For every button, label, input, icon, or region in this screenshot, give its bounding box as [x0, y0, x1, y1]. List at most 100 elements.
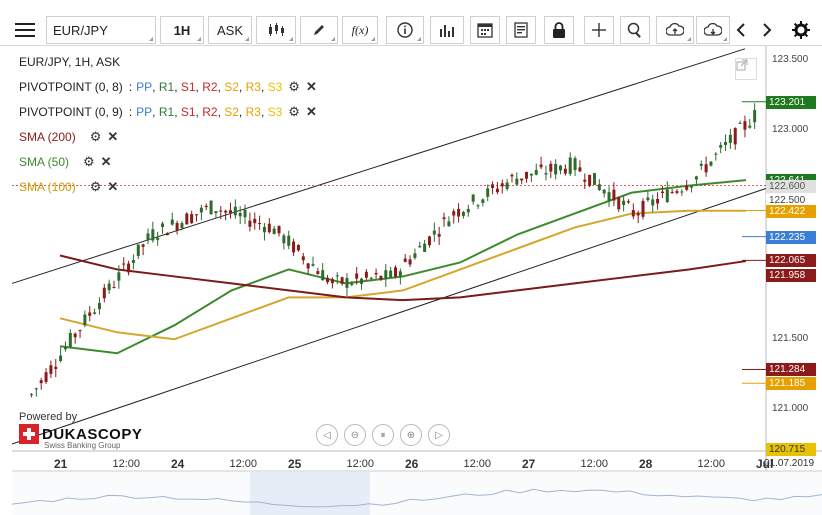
volume-button[interactable]	[430, 16, 464, 44]
legend-sma-200: SMA (200) ⚙ ✕	[19, 129, 118, 145]
candle-body	[296, 244, 300, 251]
candle-body	[136, 244, 140, 256]
menu-button[interactable]	[12, 18, 38, 42]
candle-body	[44, 372, 48, 382]
zoom-button[interactable]	[620, 16, 650, 44]
pivot-2-r1: R1	[158, 105, 175, 119]
candle-body	[442, 217, 446, 220]
candle-body	[107, 283, 111, 291]
crosshair-icon	[592, 23, 606, 37]
candle-body	[214, 211, 218, 214]
pivot-1-close-icon[interactable]: ✕	[305, 79, 317, 94]
scroll-forward-button[interactable]: ▷	[428, 424, 450, 446]
toolbar: EUR/JPY 1H ASK f(x)	[0, 0, 822, 46]
settings-button[interactable]	[788, 16, 814, 44]
candle-body	[73, 333, 77, 338]
template-button[interactable]	[506, 16, 536, 44]
lock-button[interactable]	[544, 16, 574, 44]
sma-200-close-icon[interactable]: ✕	[107, 129, 119, 144]
zoom-out-icon: ⊖	[350, 429, 360, 441]
pivot-1-settings-icon[interactable]: ⚙	[288, 79, 300, 94]
candle-body	[743, 121, 747, 130]
pivot-2-settings-icon[interactable]: ⚙	[288, 104, 300, 119]
candle-body	[665, 189, 669, 203]
pivot-2-close-icon[interactable]: ✕	[305, 104, 317, 119]
price-tick-label: 123.000	[772, 123, 809, 135]
candle-body	[49, 365, 53, 374]
candle-body	[403, 258, 407, 262]
candle-body	[311, 264, 315, 266]
scroll-back-button[interactable]: ◁	[316, 424, 338, 446]
candle-body	[573, 158, 577, 171]
calendar-button[interactable]	[470, 16, 500, 44]
candle-body	[267, 223, 271, 233]
candle-body	[656, 198, 660, 204]
bar-chart-icon	[440, 25, 454, 37]
candle-body	[287, 235, 291, 246]
info-button[interactable]	[386, 16, 424, 44]
candle-body	[510, 174, 514, 177]
pivot-1-r2: R2	[202, 80, 218, 94]
scroll-left-button[interactable]	[730, 16, 752, 44]
upload-button[interactable]	[656, 16, 694, 44]
calendar-icon	[477, 23, 493, 38]
zoom-in-button[interactable]: ⊕	[400, 424, 422, 446]
price-label: 121.185	[766, 377, 816, 391]
candle-body	[117, 272, 121, 281]
candle-body	[471, 194, 475, 202]
sma-100-close-icon[interactable]: ✕	[107, 179, 119, 194]
price-label: 123.201	[766, 95, 816, 109]
zoom-out-button[interactable]: ⊖	[344, 424, 366, 446]
side-label: ASK	[216, 22, 243, 38]
candle-body	[413, 253, 417, 258]
sma-50-settings-icon[interactable]: ⚙	[83, 154, 95, 169]
chart-type-button[interactable]	[256, 16, 296, 44]
cloud-upload-icon	[666, 23, 684, 36]
brand-row: DUKASCOPY	[19, 424, 142, 444]
candle-body	[423, 243, 427, 252]
timeframe-selector[interactable]: 1H	[160, 16, 204, 44]
candle-body	[651, 199, 655, 206]
pivot-2-s3: S3	[267, 105, 283, 119]
candle-body	[641, 200, 645, 217]
candle-body	[282, 235, 286, 244]
sma-100-label: SMA (100)	[19, 180, 76, 194]
date-badge: 01.07.2019	[764, 458, 815, 469]
candle-body	[68, 333, 72, 347]
reset-button[interactable]: ⏸	[372, 424, 394, 446]
candle-body	[272, 228, 276, 235]
candle-body	[592, 173, 596, 185]
candle-body	[93, 312, 97, 314]
candle-body	[461, 211, 465, 216]
magnifier-icon	[627, 22, 641, 38]
drawing-tool-button[interactable]	[300, 16, 338, 44]
candle-body	[389, 270, 393, 278]
channel-upper-line	[11, 48, 746, 284]
popout-button[interactable]	[735, 58, 757, 80]
candle-body	[122, 263, 126, 265]
candle-body	[112, 286, 116, 288]
side-selector[interactable]: ASK	[208, 16, 252, 44]
triangle-left-icon: ◁	[323, 429, 331, 441]
candle-body	[204, 205, 208, 208]
indicators-button[interactable]: f(x)	[342, 16, 378, 44]
sma-200-settings-icon[interactable]: ⚙	[89, 129, 102, 144]
crosshair-button[interactable]	[584, 16, 614, 44]
pivot-1-s2: S2	[224, 80, 239, 94]
pivot-2-s2: S2	[224, 105, 239, 119]
symbol-selector[interactable]: EUR/JPY	[46, 16, 156, 44]
candle-body	[563, 168, 567, 174]
sma-50-close-icon[interactable]: ✕	[100, 154, 112, 169]
time-tick-label: 12:00	[580, 458, 609, 470]
price-label: 122.065	[766, 254, 816, 268]
candle-body	[248, 220, 252, 227]
chart-canvas[interactable]	[0, 46, 822, 515]
download-button[interactable]	[696, 16, 730, 44]
pivot-2-separator: :	[128, 105, 133, 119]
candle-body	[452, 211, 456, 216]
chevron-left-icon	[736, 23, 745, 37]
time-tick-label: 12:00	[229, 458, 258, 470]
scroll-right-button[interactable]	[756, 16, 778, 44]
price-chart[interactable]: EUR/JPY, 1H, ASK PIVOTPOINT (0, 8) : PP,…	[0, 46, 822, 515]
sma-100-settings-icon[interactable]: ⚙	[89, 179, 102, 194]
